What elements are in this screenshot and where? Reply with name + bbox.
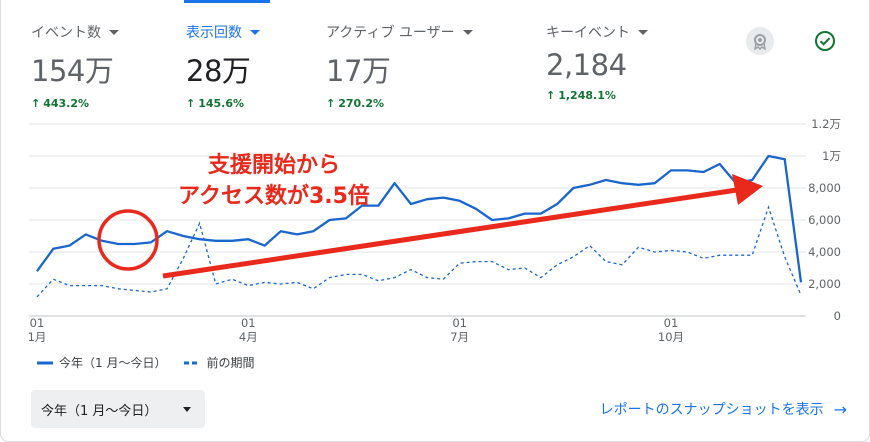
y-tick-label: 1万 <box>822 149 841 163</box>
view-snapshot-link[interactable]: レポートのスナップショットを表示 → <box>600 399 847 419</box>
date-range-dropdown[interactable]: 今年（1 月〜今日） <box>31 390 205 428</box>
x-tick-day: 01 <box>241 316 256 330</box>
metric-change: 145.6% <box>198 97 245 110</box>
annotation-arrow <box>162 187 738 279</box>
y-tick-label: 4,000 <box>808 245 841 259</box>
metric-views[interactable]: 表示回数 28万 ↑ 145.6% <box>186 22 260 110</box>
y-tick-label: 1.2万 <box>811 117 841 131</box>
metric-value: 28万 <box>186 54 251 88</box>
y-tick-label: 0 <box>834 309 841 323</box>
y-tick-label: 8,000 <box>808 181 841 195</box>
arrow-up-icon: ↑ <box>31 97 41 110</box>
x-tick-month: 7月 <box>450 330 469 344</box>
check-circle-icon[interactable] <box>811 27 839 55</box>
caret-down-icon <box>109 29 119 35</box>
caret-down-icon <box>183 407 191 412</box>
metric-value: 17万 <box>326 54 391 88</box>
metric-label: アクティブ ユーザー <box>326 25 455 41</box>
award-badge-icon[interactable] <box>746 27 774 55</box>
y-tick-label: 2,000 <box>808 277 841 291</box>
legend-dashed-swatch <box>184 361 201 364</box>
arrow-up-icon: ↑ <box>326 97 336 110</box>
metric-key-events[interactable]: キーイベント 2,184 ↑ 1,248.1% <box>546 22 648 102</box>
x-tick-month: 1月 <box>28 330 47 344</box>
x-tick-day: 01 <box>30 316 45 330</box>
metric-change: 270.2% <box>338 97 385 110</box>
legend-previous-label: 前の期間 <box>206 356 255 370</box>
x-tick-month: 4月 <box>239 330 258 344</box>
x-tick-day: 01 <box>452 316 467 330</box>
highlight-circle <box>97 209 159 271</box>
arrow-up-icon: ↑ <box>546 89 556 102</box>
metric-value: 154万 <box>31 54 114 88</box>
x-tick-day: 01 <box>664 316 679 330</box>
series-line-previous <box>36 205 802 298</box>
series-line-current <box>36 154 803 283</box>
legend-solid-swatch <box>37 361 53 364</box>
caret-down-icon <box>462 29 473 35</box>
metric-change: 1,248.1% <box>558 89 616 102</box>
grid <box>29 123 806 317</box>
annotation-line-1: 支援開始から <box>208 152 340 178</box>
legend-current-label: 今年（1 月〜今日） <box>59 356 167 370</box>
metric-change: 443.2% <box>43 97 90 110</box>
arrow-right-icon: → <box>833 399 847 419</box>
metric-active-users[interactable]: アクティブ ユーザー 17万 ↑ 270.2% <box>326 22 473 110</box>
date-range-label: 今年（1 月〜今日） <box>41 403 158 419</box>
metric-label: イベント数 <box>31 25 101 41</box>
metric-label: キーイベント <box>546 25 630 41</box>
metric-value: 2,184 <box>546 48 627 82</box>
metric-event-count[interactable]: イベント数 154万 ↑ 443.2% <box>31 22 119 110</box>
annotation-line-2: アクセス数が3.5倍 <box>178 183 370 209</box>
metric-label: 表示回数 <box>186 25 242 41</box>
caret-down-icon <box>638 29 648 35</box>
x-tick-month: 10月 <box>658 330 684 344</box>
y-tick-label: 6,000 <box>808 213 841 227</box>
snapshot-link-label: レポートのスナップショットを表示 <box>599 402 824 418</box>
chart-legend: 今年（1 月〜今日） 前の期間 <box>37 354 272 371</box>
annotation-arrowhead <box>732 174 763 205</box>
arrow-up-icon: ↑ <box>186 97 196 110</box>
selected-metric-indicator <box>184 0 270 3</box>
y-axis-labels: 0 2,000 4,000 6,000 8,000 1万 1.2万 <box>808 117 841 323</box>
caret-down-icon <box>250 29 260 35</box>
